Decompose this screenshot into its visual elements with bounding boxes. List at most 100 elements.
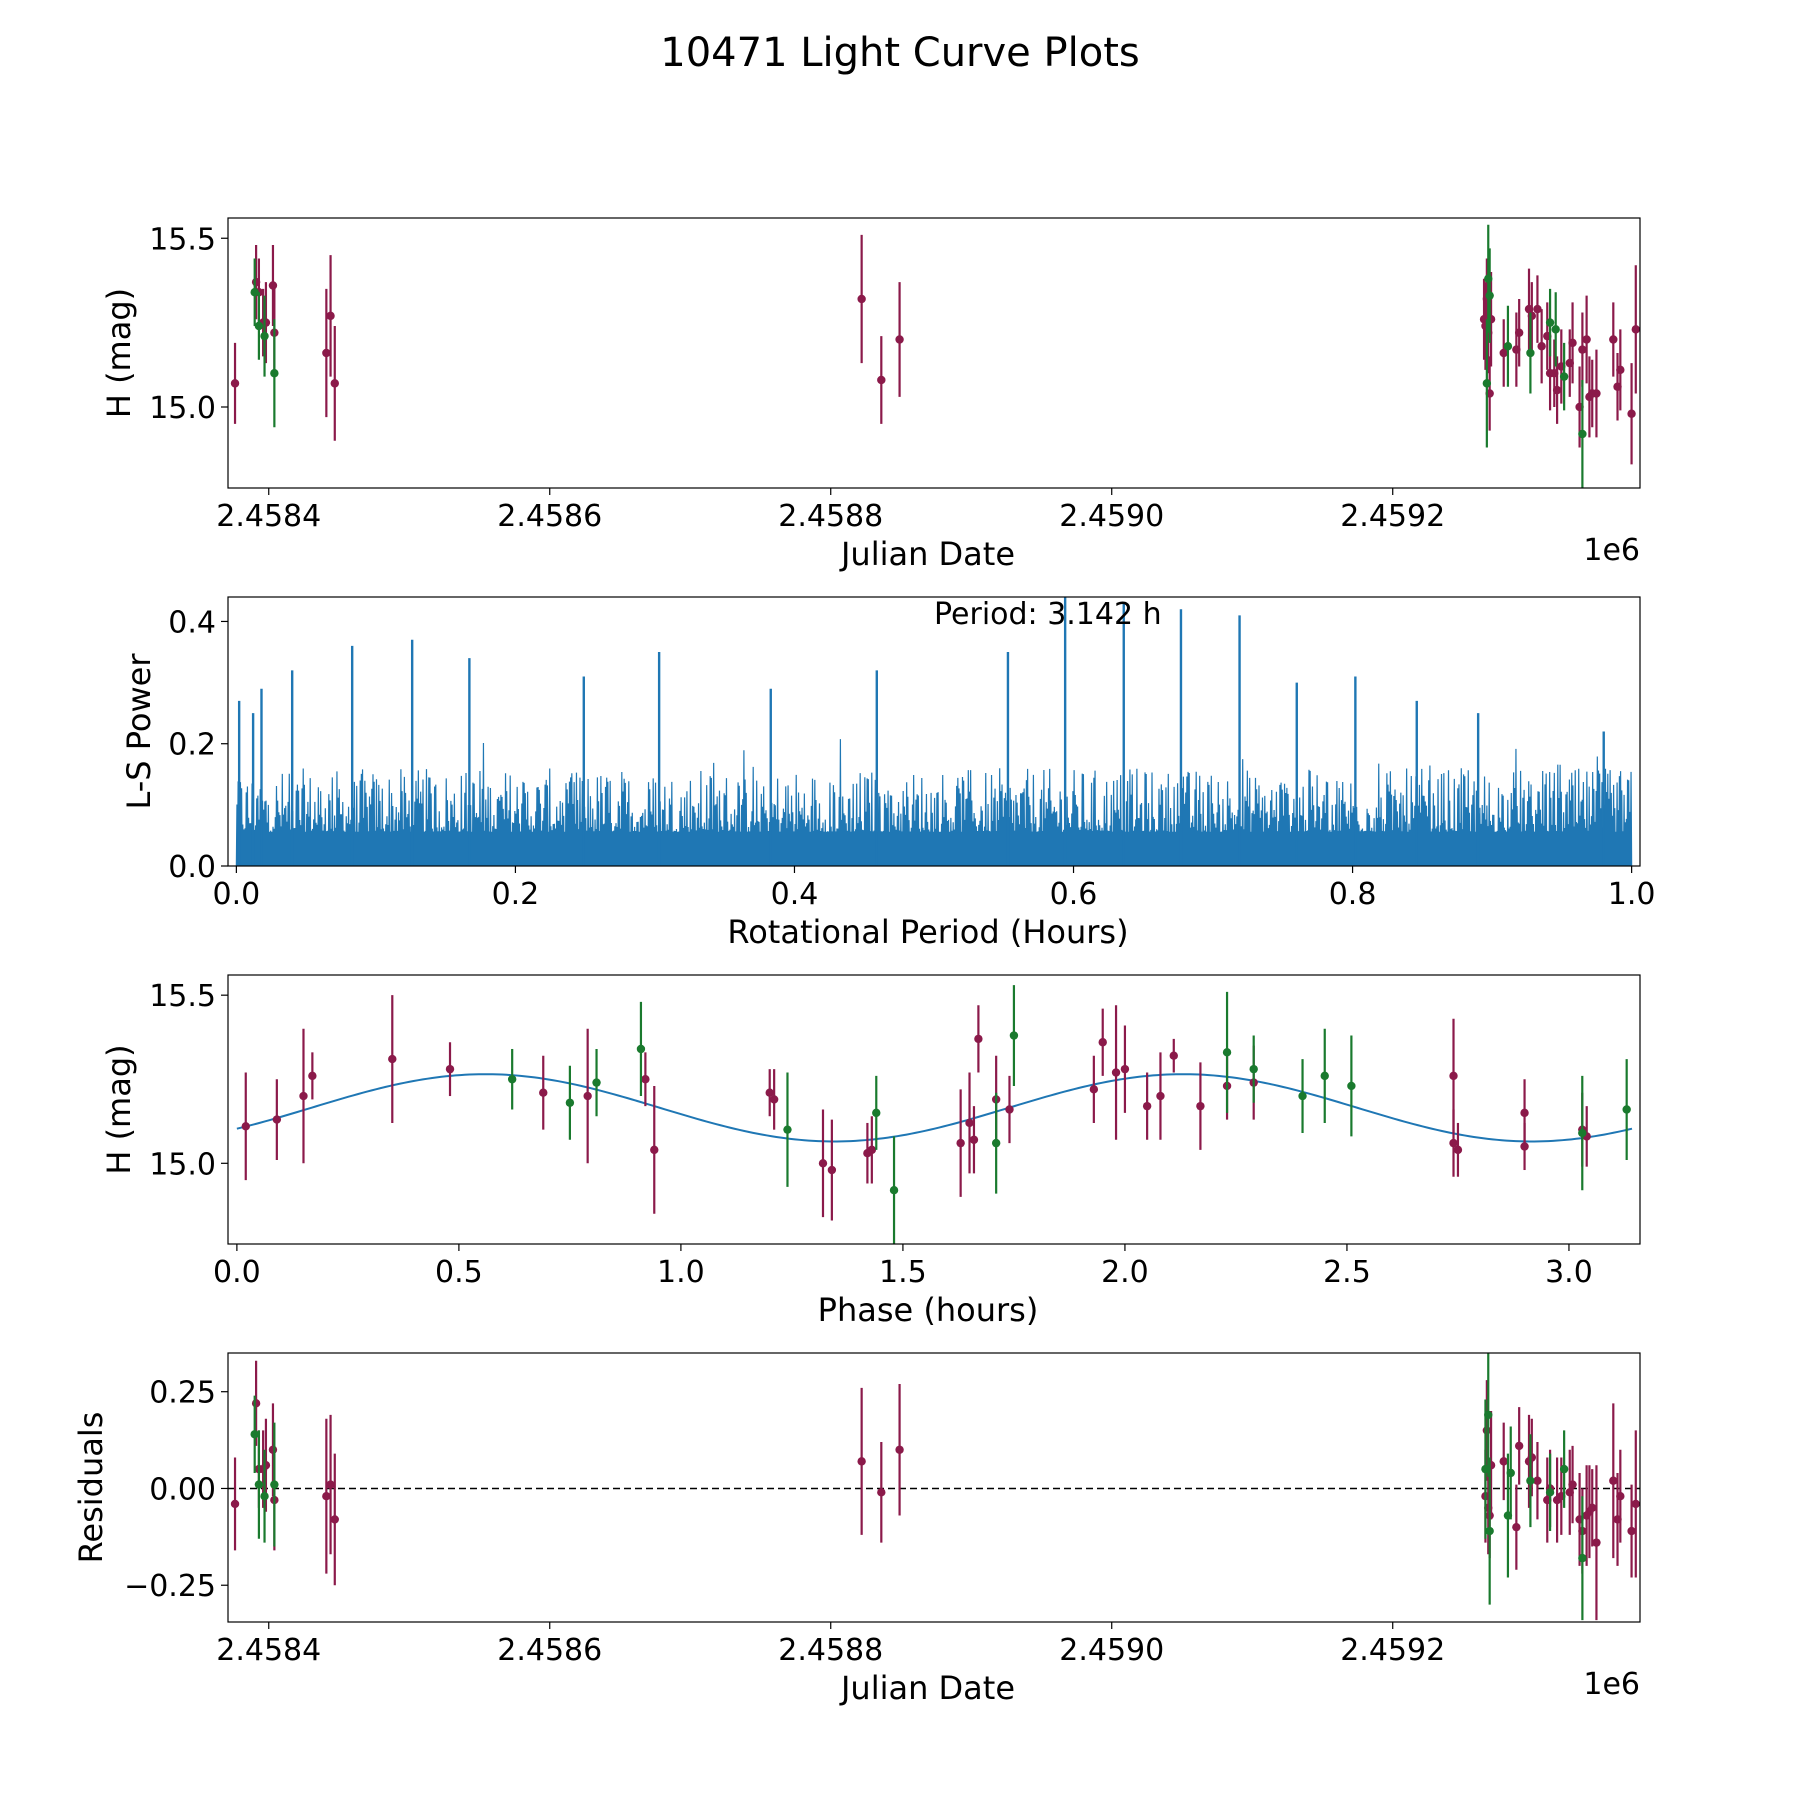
data-point-r-band	[1453, 1122, 1463, 1177]
data-marker	[1568, 338, 1577, 348]
data-marker	[1485, 1526, 1494, 1536]
x-tick-label: 1.5	[879, 1255, 927, 1290]
data-marker	[330, 1515, 339, 1524]
data-marker	[877, 375, 886, 385]
data-marker	[636, 1044, 646, 1054]
data-marker	[507, 1075, 517, 1084]
data-point-g-band	[1485, 1457, 1494, 1605]
x-tick-label: 2.4590	[1059, 499, 1164, 534]
data-point-g-band	[1320, 1028, 1329, 1123]
data-point-r-band	[230, 342, 240, 424]
data-point-r-band	[326, 1414, 335, 1555]
data-point-r-band	[1156, 1052, 1165, 1140]
y-axis-label: Residuals	[72, 1412, 110, 1564]
data-point-r-band	[1533, 1442, 1542, 1520]
data-point-g-band	[1526, 312, 1535, 394]
residuals-panel: 2.4584 2.4586 2.4588 2.4590 2.4592 0.25 0.00 −0…	[72, 1352, 1641, 1707]
data-point-r-band	[1005, 1075, 1014, 1144]
data-marker	[1627, 409, 1636, 418]
data-marker	[1222, 1048, 1232, 1057]
data-marker	[1568, 1480, 1577, 1489]
data-point-r-band	[1552, 356, 1562, 424]
sinusoid-fit-line	[236, 1073, 1633, 1143]
data-marker	[1169, 1051, 1178, 1060]
x-tick-label: 3.0	[1545, 1255, 1593, 1290]
data-marker	[583, 1091, 592, 1101]
data-point-r-band	[1631, 265, 1640, 394]
data-point-r-band	[1631, 1430, 1640, 1578]
data-marker	[322, 348, 331, 358]
data-point-r-band	[1449, 1109, 1458, 1177]
y-tick-label: 0.4	[168, 605, 216, 640]
data-marker	[308, 1071, 317, 1081]
data-point-g-band	[250, 1395, 259, 1473]
data-point-g-band	[889, 1136, 899, 1244]
data-point-r-band	[268, 245, 278, 326]
data-point-r-band	[895, 282, 904, 397]
x-tick-label: 0.8	[1329, 877, 1377, 912]
data-marker	[1449, 1138, 1458, 1148]
data-point-r-band	[1169, 1038, 1178, 1073]
data-point-r-band	[1627, 363, 1636, 465]
data-marker	[1609, 335, 1618, 344]
data-point-r-band	[641, 1052, 650, 1107]
y-tick-label: −0.25	[124, 1569, 216, 1604]
data-point-g-band	[1578, 1496, 1587, 1621]
data-point-g-band	[254, 292, 264, 360]
data-marker	[388, 1054, 397, 1064]
data-point-g-band	[1249, 1035, 1258, 1103]
data-point-g-band	[1559, 342, 1569, 411]
data-point-r-band	[1512, 1484, 1521, 1570]
data-point-g-band	[260, 1449, 269, 1543]
data-marker	[1592, 389, 1601, 398]
lightcurve-frame	[227, 217, 1641, 489]
data-point-r-band	[1120, 1025, 1130, 1113]
data-marker	[330, 379, 339, 388]
data-marker	[641, 1075, 650, 1084]
data-point-g-band	[565, 1065, 575, 1140]
data-marker	[1616, 365, 1625, 375]
data-marker	[1578, 429, 1587, 439]
data-marker	[1526, 1476, 1535, 1485]
data-marker	[268, 1445, 278, 1454]
data-point-r-band	[1588, 1469, 1597, 1547]
data-marker	[857, 1457, 866, 1466]
data-marker	[895, 1445, 904, 1454]
data-marker	[1616, 1492, 1625, 1501]
data-point-r-band	[272, 1079, 282, 1160]
x-tick-label: 0.4	[771, 877, 819, 912]
data-marker	[783, 1125, 792, 1134]
data-marker	[1506, 1468, 1515, 1478]
data-marker	[230, 379, 240, 388]
x-tick-label: 2.4586	[497, 1633, 602, 1668]
data-marker	[1588, 1503, 1597, 1513]
data-marker	[1622, 1105, 1631, 1114]
data-point-r-band	[1514, 1407, 1524, 1485]
data-marker	[1347, 1081, 1356, 1091]
data-point-g-band	[1506, 1426, 1515, 1520]
x-tick-label: 0.2	[492, 877, 540, 912]
y-tick-label: 0.0	[168, 850, 216, 885]
data-point-r-band	[1609, 1403, 1618, 1559]
y-tick-label: 15.0	[149, 1147, 216, 1182]
data-marker	[1609, 1476, 1618, 1485]
data-marker	[1631, 1499, 1640, 1509]
data-point-g-band	[270, 1422, 279, 1547]
data-point-r-band	[241, 1072, 250, 1181]
data-marker	[1449, 1071, 1458, 1081]
x-tick-label: 2.4588	[778, 1633, 883, 1668]
data-point-r-band	[877, 1442, 886, 1543]
data-marker	[241, 1122, 250, 1131]
data-point-r-band	[1616, 1449, 1625, 1543]
data-point-r-band	[1592, 349, 1601, 438]
data-point-r-band	[322, 288, 331, 418]
data-point-g-band	[1484, 1353, 1493, 1477]
data-point-g-band	[1545, 1453, 1555, 1532]
data-point-g-band	[1578, 380, 1587, 488]
residuals-plot-area	[228, 1353, 1640, 1621]
data-point-g-band	[636, 1001, 646, 1097]
data-point-r-band	[965, 1072, 974, 1174]
data-marker	[827, 1165, 837, 1175]
data-point-r-band	[1568, 302, 1577, 384]
